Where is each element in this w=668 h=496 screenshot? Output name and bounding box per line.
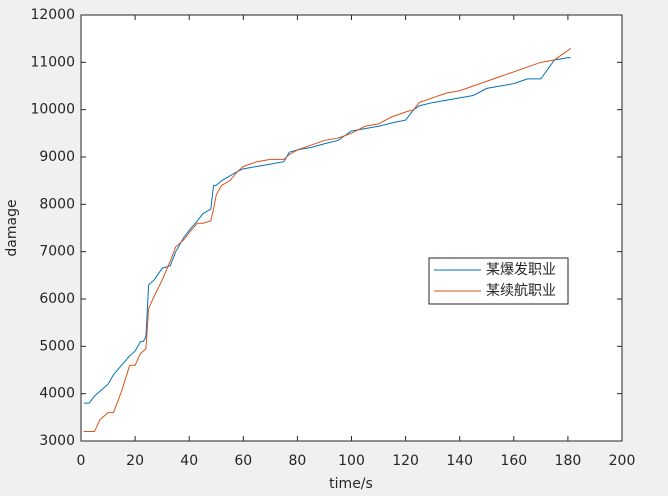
- y-tick-label: 4000: [39, 386, 75, 402]
- y-tick-label: 7000: [39, 244, 75, 260]
- y-tick-label: 5000: [39, 338, 75, 354]
- y-axis-label: damage: [4, 199, 20, 256]
- x-tick-label: 160: [500, 453, 527, 469]
- x-tick-label: 80: [288, 453, 306, 469]
- plot-area: [81, 15, 622, 441]
- x-tick-label: 180: [555, 453, 582, 469]
- x-tick-label: 120: [392, 453, 419, 469]
- data-line: [83, 57, 571, 404]
- y-tick-label: 12000: [30, 7, 75, 23]
- x-tick-label: 40: [180, 453, 198, 469]
- legend-box: [428, 257, 569, 305]
- data-line: [83, 47, 571, 433]
- legend-label: 某爆发职业: [486, 262, 556, 278]
- y-tick-label: 3000: [39, 433, 75, 449]
- y-tick-label: 9000: [39, 149, 75, 165]
- x-tick-label: 200: [609, 453, 636, 469]
- x-tick-label: 60: [234, 453, 252, 469]
- x-tick-label: 20: [126, 453, 144, 469]
- x-axis-label: time/s: [329, 476, 373, 492]
- y-tick-label: 11000: [30, 54, 75, 70]
- y-tick-label: 10000: [30, 102, 75, 118]
- y-tick-label: 6000: [39, 291, 75, 307]
- x-tick-label: 100: [338, 453, 365, 469]
- axes-box: [80, 14, 623, 442]
- x-tick-label: 0: [77, 453, 86, 469]
- y-tick-label: 8000: [39, 196, 75, 212]
- x-tick-label: 140: [446, 453, 473, 469]
- legend-label: 某续航职业: [486, 282, 556, 299]
